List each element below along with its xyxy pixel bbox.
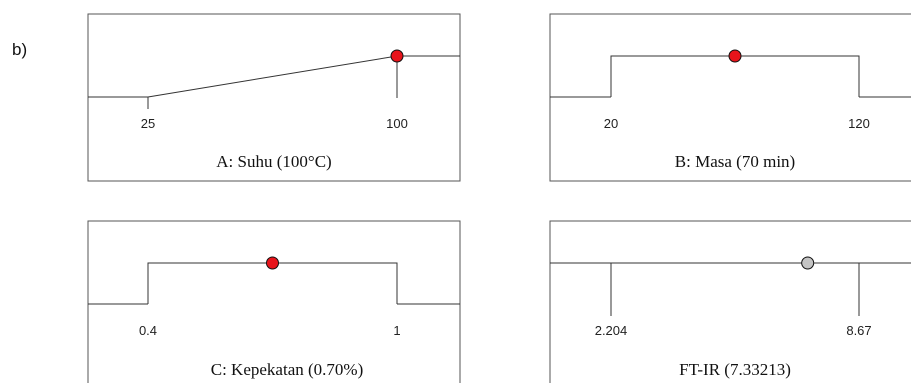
panel-d-frame	[549, 220, 911, 383]
panel-label: b)	[12, 40, 27, 59]
panel-b: 20 120 B: Masa (70 min)	[549, 13, 911, 182]
panel-c-selected-point	[266, 256, 279, 270]
panel-c-tick-label-high: 1	[393, 323, 400, 338]
panel-c-title: C: Kepekatan (0.70%)	[211, 360, 363, 379]
panel-b-title: B: Masa (70 min)	[675, 152, 795, 171]
panel-a-title: A: Suhu (100°C)	[216, 152, 331, 171]
panel-d-tick-label-high: 8.67	[846, 323, 871, 338]
panel-c-frame	[87, 220, 461, 383]
panel-b-tick-label-high: 120	[848, 116, 870, 131]
panel-d: 2.204 8.67 FT-IR (7.33213)	[549, 220, 911, 383]
panel-a-tick-label-high: 100	[386, 116, 408, 131]
panel-d-title: FT-IR (7.33213)	[679, 360, 791, 379]
panel-d-selected-point	[801, 256, 815, 270]
panel-a-tick-label-low: 25	[141, 116, 155, 131]
panel-b-tick-label-low: 20	[604, 116, 618, 131]
panel-a-profile	[147, 55, 398, 98]
panel-b-selected-point	[728, 49, 742, 63]
panel-a: 25 100 A: Suhu (100°C)	[87, 13, 461, 182]
panel-d-tick-label-low: 2.204	[595, 323, 628, 338]
panel-a-selected-point	[390, 49, 404, 63]
panel-c-tick-label-low: 0.4	[139, 323, 157, 338]
panel-c: 0.4 1 C: Kepekatan (0.70%)	[87, 220, 461, 383]
